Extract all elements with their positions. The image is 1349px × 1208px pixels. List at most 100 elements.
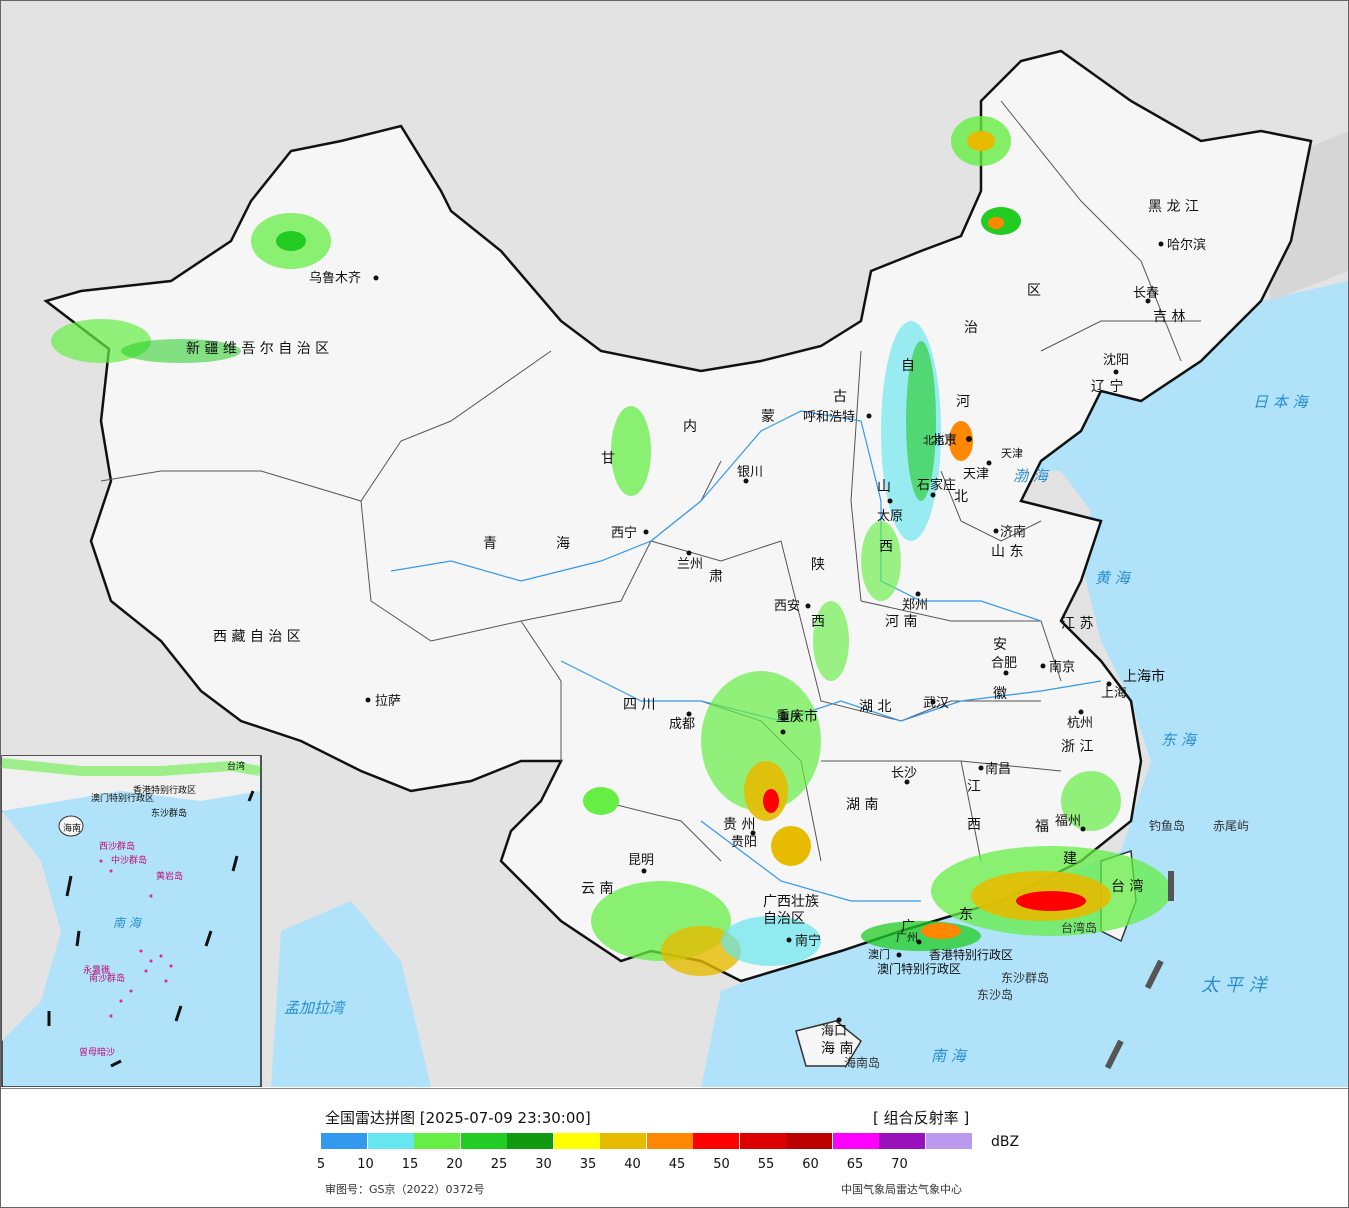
city-taiyuan: 太原 [877, 509, 903, 524]
sea-south: 南 海 [931, 1047, 968, 1065]
city-beijing: 北京 [931, 433, 957, 448]
scale-tick-label: 20 [446, 1157, 463, 1172]
label-guangxi-1: 广西壮族 [763, 894, 819, 910]
approval-number: 审图号：GS京（2022）0372号 [325, 1183, 485, 1196]
label-yunnan: 云 南 [581, 881, 613, 897]
label-shandong: 山 东 [991, 544, 1023, 560]
label-hebei-2: 北 [954, 489, 968, 505]
sea-pacific: 太 平 洋 [1201, 975, 1268, 996]
color-swatch [739, 1133, 786, 1149]
scale-tick-label: 55 [757, 1157, 775, 1172]
color-swatch [367, 1133, 414, 1149]
city-nanchang: 南昌 [985, 761, 1011, 777]
label-guangdong-2: 东 [959, 907, 973, 923]
sea-yellow: 黄 海 [1095, 569, 1132, 587]
sea-japan: 日 本 海 [1253, 393, 1310, 411]
sea-area [701, 281, 1348, 1087]
city-changchun: 长春 [1133, 286, 1159, 301]
scale-tick-label: 10 [357, 1157, 374, 1172]
city-shenyang: 沈阳 [1103, 353, 1129, 368]
color-swatch [693, 1133, 739, 1149]
label-zhejiang: 浙 江 [1061, 739, 1093, 755]
city-zhengzhou: 郑州 [902, 598, 928, 613]
color-swatch [646, 1133, 693, 1149]
label-heilongjiang: 黑 龙 江 [1148, 199, 1199, 215]
scale-tick-label: 60 [802, 1157, 819, 1172]
color-swatch [414, 1133, 460, 1149]
label-guizhou: 贵 州 [723, 817, 755, 833]
bay-of-bengal [271, 901, 431, 1087]
island-diaoyu: 钓鱼岛 [1149, 818, 1185, 833]
label-anhui-1: 安 [993, 637, 1007, 653]
city-kunming: 昆明 [628, 853, 654, 868]
city-lanzhou: 兰州 [677, 557, 703, 572]
label-neimenggu-4: 自 [901, 358, 915, 374]
inset-nine-dash-line [47, 790, 255, 1068]
city-nanjing: 南京 [1049, 659, 1075, 675]
color-swatch [879, 1133, 925, 1149]
maritime-boundary [1098, 871, 1174, 1083]
city-wuhan: 武汉 [923, 696, 949, 711]
rivers [390, 410, 1102, 902]
scale-tick-label: 5 [316, 1157, 326, 1172]
label-shaanxi-1: 陕 [811, 557, 825, 573]
city-shanghai: 上海 [1101, 686, 1127, 701]
city-chongqing: 重庆 [779, 710, 801, 724]
color-swatch [786, 1133, 832, 1149]
sea-east: 东 海 [1161, 731, 1198, 749]
label-neimenggu-1: 内 [683, 419, 697, 435]
inset-macau: 澳门特别行政区 [91, 792, 154, 804]
city-xian: 西安 [774, 599, 800, 614]
scale-tick-label: 30 [535, 1157, 552, 1172]
city-guiyang: 贵阳 [731, 835, 757, 850]
label-jiangxi-2: 西 [967, 817, 981, 833]
label-neimenggu-2: 蒙 [761, 409, 775, 425]
label-shanghai: 上海市 [1123, 668, 1165, 685]
color-swatch [507, 1133, 553, 1149]
inset-south-sea: 南 海 [113, 916, 143, 930]
sea-labels: 日 本 海 渤 海 黄 海 东 海 南 海 太 平 洋 孟加拉湾 [284, 393, 1310, 1065]
island-taiwan: 台湾岛 [1061, 920, 1097, 935]
label-gansu-2: 肃 [709, 569, 723, 585]
label-hongkong: 香港特别行政区 [929, 947, 1013, 962]
label-neimenggu-6: 区 [1027, 283, 1041, 299]
china-radar-map: 新 疆 维 吾 尔 自 治 区 西 藏 自 治 区 青 海 甘 肃 内 蒙 古 … [1, 1, 1348, 1087]
label-tianjin-shi: 天津 [1001, 447, 1023, 460]
city-fuzhou: 福州 [1055, 814, 1081, 829]
city-hefei: 合肥 [991, 656, 1017, 671]
inset-nansha: 南沙群岛 [89, 972, 125, 984]
city-tianjin: 天津 [963, 467, 989, 482]
island-chiwei: 赤尾屿 [1213, 819, 1249, 833]
scale-tick-label: 15 [401, 1157, 419, 1172]
city-nanning: 南宁 [795, 933, 821, 949]
city-yinchuan: 银川 [737, 465, 763, 480]
color-swatch [553, 1133, 600, 1149]
label-macau: 澳门特别行政区 [877, 961, 961, 976]
city-hohhot: 呼和浩特 [803, 410, 855, 425]
label-taiwan: 台 湾 [1111, 878, 1143, 895]
label-hainan: 海 南 [821, 1041, 853, 1057]
inset-xisha: 西沙群岛 [99, 840, 135, 852]
city-chengdu: 成都 [669, 717, 695, 732]
color-swatch [460, 1133, 507, 1149]
city-macau: 澳门 [868, 947, 890, 961]
legend-product: [ 组合反射率 ] [873, 1109, 970, 1127]
label-sichuan: 四 川 [623, 697, 655, 713]
color-swatch [832, 1133, 879, 1149]
legend-unit: dBZ [991, 1134, 1020, 1150]
island-dongsha-group: 东沙群岛 [1001, 970, 1049, 985]
scale-tick-label: 50 [713, 1157, 730, 1172]
label-qinghai-1: 青 [483, 536, 497, 552]
label-shanxi-2: 西 [879, 539, 893, 555]
hainan-island-shape [795, 1020, 862, 1067]
island-dongsha: 东沙岛 [977, 987, 1013, 1002]
inset-hk: 香港特别行政区 [133, 784, 196, 796]
sea-bohai: 渤 海 [1013, 467, 1050, 485]
inset-taiwan: 台湾 [227, 760, 245, 772]
legend-title: 全国雷达拼图 [2025-07-09 23:30:00] [325, 1109, 591, 1127]
label-jiangsu: 江 苏 [1061, 616, 1093, 632]
label-xinjiang: 新 疆 维 吾 尔 自 治 区 [186, 341, 329, 357]
scale-tick-label: 40 [624, 1157, 641, 1172]
sea-bengal: 孟加拉湾 [284, 999, 347, 1017]
city-hangzhou: 杭州 [1067, 716, 1093, 731]
